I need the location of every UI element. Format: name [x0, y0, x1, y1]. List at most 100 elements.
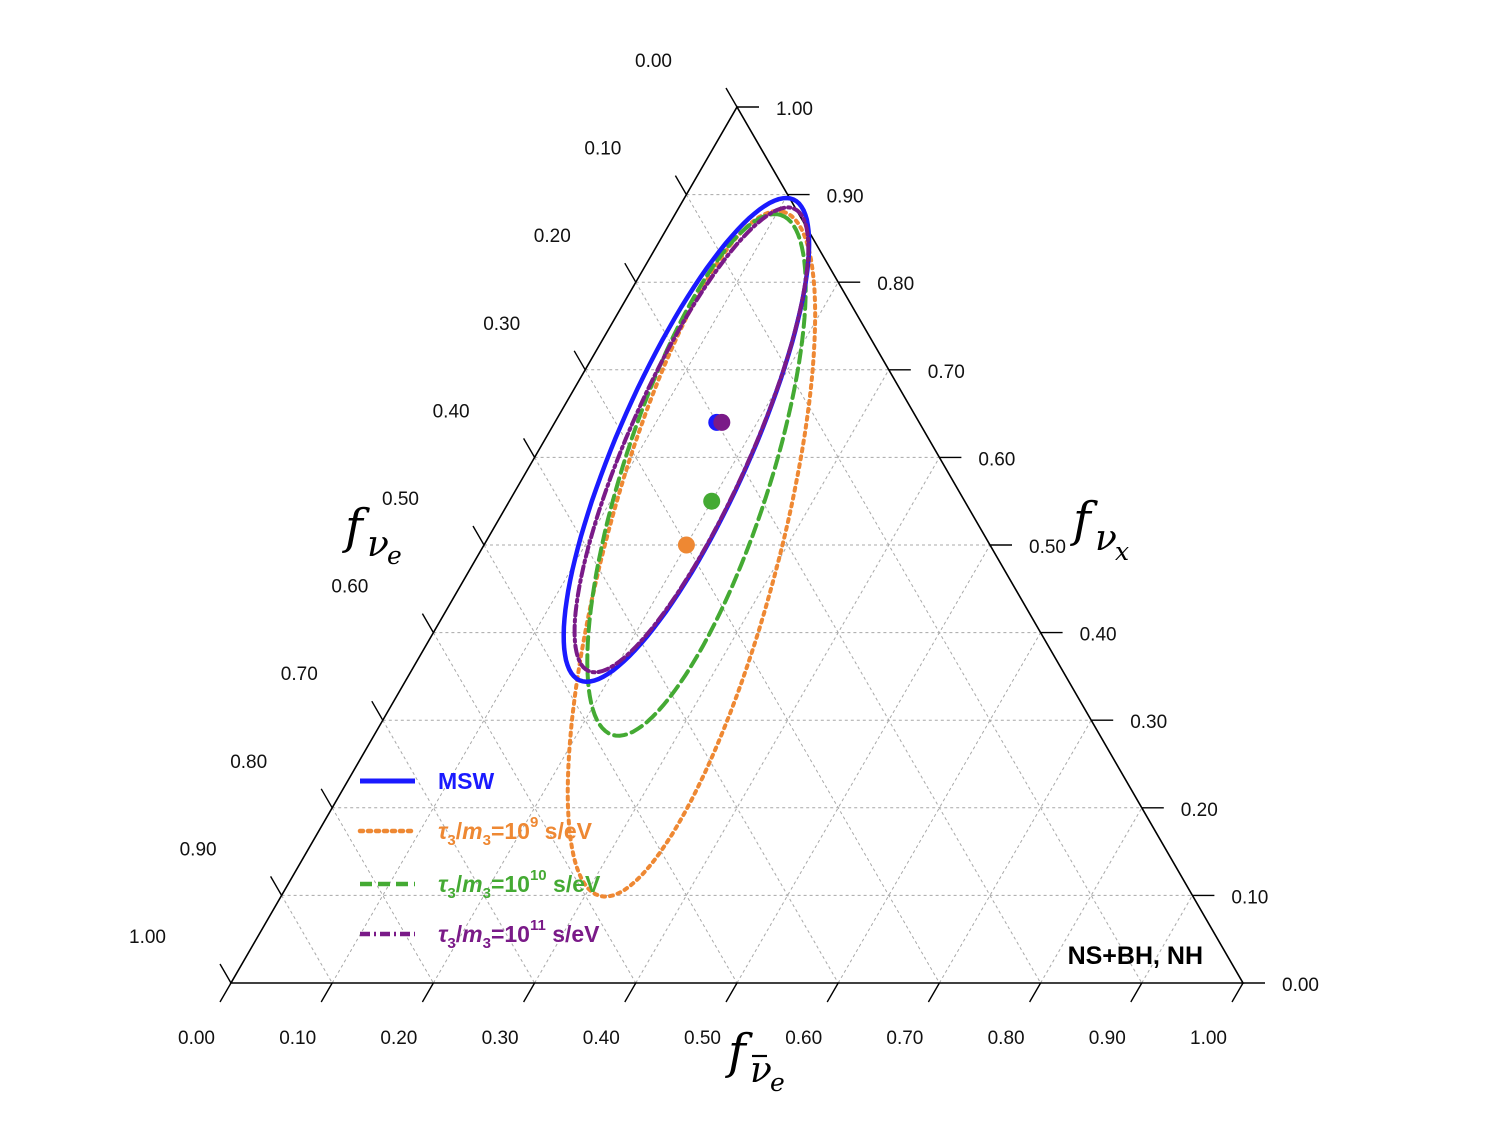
legend-label-tau11: τ3/m3=1011 s/eV: [438, 917, 600, 952]
tick-label-bottom: 0.10: [279, 1028, 316, 1049]
tick-label-left: 0.00: [635, 51, 672, 72]
svg-text:x: x: [1115, 537, 1129, 566]
tick-left: [472, 525, 485, 546]
legend-label-tau9: τ3/m3=109 s/eV: [438, 814, 593, 849]
grid-lines: [281, 194, 1193, 984]
tick-label-right: 1.00: [776, 99, 813, 120]
tick-left: [320, 788, 333, 809]
ellipse-dotted: [565, 208, 818, 899]
tick-left: [674, 175, 688, 195]
tick-label-left: 1.00: [129, 927, 166, 948]
tick-label-left: 0.40: [433, 401, 470, 422]
tick-bottom: [725, 982, 738, 1003]
tick-label-left: 0.50: [382, 489, 419, 510]
tick-left: [269, 876, 283, 896]
svg-text:f: f: [725, 1024, 753, 1080]
best-fit-point-dashed: [703, 492, 721, 510]
grid-line: [534, 457, 839, 984]
ellipse-solid: [561, 195, 812, 684]
tick-label-right: 0.20: [1181, 800, 1218, 821]
right-axis-title: f ν x: [1070, 492, 1129, 566]
tick-label-left: 0.60: [331, 577, 368, 598]
grid-line: [483, 544, 738, 984]
tick-label-bottom: 0.20: [380, 1028, 417, 1049]
tick-label-bottom: 0.00: [178, 1028, 215, 1049]
grid-line: [685, 194, 1143, 984]
tick-bottom: [522, 982, 536, 1003]
tick-label-left: 0.70: [281, 664, 318, 685]
tick-bottom: [219, 982, 232, 1003]
legend-label-tau10: τ3/m3=1010 s/eV: [438, 867, 601, 902]
svg-text:ν: ν: [1095, 518, 1117, 559]
svg-text:ν: ν: [750, 1050, 772, 1091]
tick-label-left: 0.10: [584, 139, 621, 160]
grid-line: [331, 194, 789, 984]
tick-label-right: 0.60: [978, 449, 1015, 470]
tick-label-left: 0.80: [230, 752, 267, 773]
grid-line: [1141, 895, 1193, 984]
tick-left: [624, 262, 637, 283]
legend-label-msw: MSW: [438, 768, 495, 794]
tick-labels: 0.00 0.00 0.00 0.10 0.10 0.10 0.20 0.20 0.20 0.30…: [129, 51, 1319, 1049]
grid-line: [331, 807, 434, 984]
tick-label-right: 0.90: [827, 187, 864, 208]
best-fit-point-dotted: [677, 536, 695, 554]
tick-label-bottom: 0.80: [988, 1028, 1025, 1049]
tick-label-left: 0.90: [180, 839, 217, 860]
best-fit-points: [677, 413, 731, 554]
tick-label-bottom: 1.00: [1190, 1028, 1227, 1049]
svg-text:e: e: [770, 1068, 785, 1097]
grid-line: [281, 895, 333, 984]
svg-text:f: f: [1070, 492, 1098, 548]
tick-label-right: 0.00: [1282, 975, 1319, 996]
grid-line: [1040, 807, 1143, 984]
tick-bottom: [421, 982, 435, 1003]
legend: MSW τ3/m3=109 s/eV τ3/m3=1010 s/eV τ3/m3…: [357, 768, 601, 952]
grid-line: [432, 632, 637, 984]
tick-bottom: [1231, 982, 1244, 1003]
tick-left: [725, 87, 738, 108]
tick-label-bottom: 0.70: [886, 1028, 923, 1049]
best-fit-point-dashdot: [713, 413, 731, 431]
tick-label-bottom: 0.30: [482, 1028, 519, 1049]
tick-left: [421, 613, 435, 633]
tick-label-right: 0.30: [1130, 712, 1167, 733]
scenario-annotation: NS+BH, NH: [1068, 942, 1203, 970]
svg-text:ν: ν: [367, 524, 389, 565]
bottom-axis-title: f ν e: [725, 1024, 785, 1097]
tick-label-left: 0.20: [534, 226, 571, 247]
tick-bottom: [927, 982, 941, 1003]
tick-label-right: 0.10: [1231, 887, 1268, 908]
grid-line: [938, 719, 1092, 984]
svg-text:f: f: [342, 499, 370, 555]
svg-text:e: e: [387, 541, 402, 570]
grid-line: [584, 369, 940, 984]
tick-marks: [219, 87, 1265, 1003]
tick-label-right: 0.50: [1029, 537, 1066, 558]
grid-line: [382, 719, 536, 984]
tick-left: [522, 438, 536, 458]
tick-label-right: 0.70: [928, 362, 965, 383]
grid-line: [736, 544, 991, 984]
tick-label-left: 0.30: [483, 314, 520, 335]
grid-line: [534, 369, 890, 984]
tick-label-right: 0.80: [877, 274, 914, 295]
tick-label-bottom: 0.40: [583, 1028, 620, 1049]
tick-label-bottom: 0.60: [785, 1028, 822, 1049]
tick-bottom: [1028, 982, 1042, 1003]
tick-left: [371, 700, 384, 721]
tick-bottom: [624, 982, 637, 1003]
ellipse-dashdot: [572, 205, 811, 675]
tick-label-bottom: 0.50: [684, 1028, 721, 1049]
confidence-ellipses: [561, 195, 818, 899]
grid-line: [432, 281, 839, 984]
tick-left: [573, 350, 586, 371]
tick-bottom: [826, 982, 839, 1003]
tick-bottom: [1130, 982, 1143, 1003]
tick-bottom: [320, 982, 333, 1003]
tick-label-right: 0.40: [1080, 625, 1117, 646]
ellipse-dashed: [585, 212, 808, 738]
tick-label-bottom: 0.90: [1089, 1028, 1126, 1049]
grid-line: [837, 632, 1042, 984]
